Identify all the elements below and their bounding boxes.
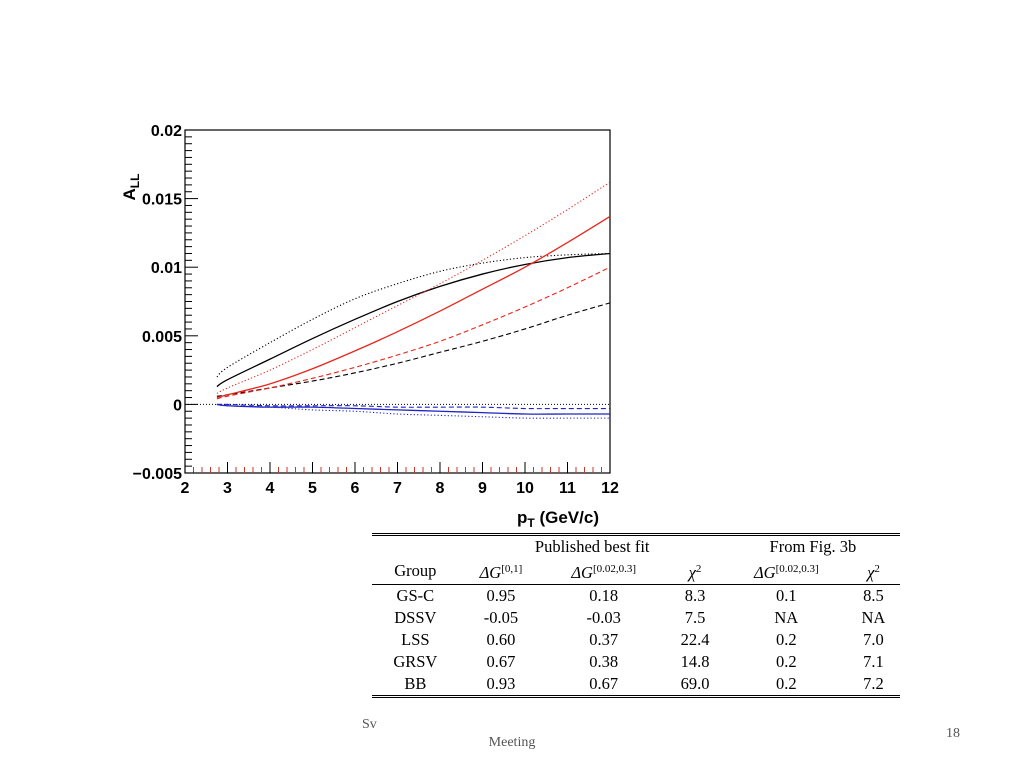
- x-tick-label: 12: [601, 480, 619, 497]
- table-row: GS-C 0.95 0.18 8.3 0.1 8.5: [372, 585, 900, 608]
- x-tick-label: 5: [308, 480, 317, 497]
- y-tick-label: 0.01: [151, 260, 182, 277]
- y-axis-title: ALL: [120, 174, 142, 201]
- table-cell: -0.03: [586, 608, 621, 627]
- table-cell: 69.0: [680, 674, 710, 693]
- table-cell: 22.4: [680, 630, 710, 649]
- table-row: GRSV 0.67 0.38 14.8 0.2 7.1: [372, 651, 900, 673]
- tick-labels: 2 3 4 5 6 7 8 9 10 11 12 −0.005 0 0.005 0.01 0.015 0.02: [133, 123, 619, 497]
- series-line-1: [216, 252, 611, 378]
- series-line-0: [216, 252, 611, 388]
- table-cell: 8.5: [863, 586, 884, 605]
- table-cell: 0.95: [486, 586, 516, 605]
- table-cell: 8.3: [684, 586, 706, 605]
- col-header-chi2: χ2: [664, 558, 726, 585]
- table-group-header-row: Published best fit From Fig. 3b: [372, 534, 900, 559]
- x-tick-label: 4: [266, 480, 275, 497]
- table-cell: GRSV: [393, 652, 438, 671]
- series-line-7: [216, 403, 610, 419]
- col-header-dg01: ΔG[0,1]: [458, 558, 544, 585]
- table-row: DSSV -0.05 -0.03 7.5 NA NA: [372, 607, 900, 629]
- col-header-fig-dg: ΔG[0.02,0.3]: [725, 558, 847, 585]
- series-line-5: [216, 266, 611, 400]
- page-number: 18: [946, 726, 960, 741]
- series-line-8: [216, 403, 610, 410]
- table-cell: 7.2: [863, 674, 884, 693]
- table-body: GS-C 0.95 0.18 8.3 0.1 8.5 DSSV -0.05 -0…: [372, 585, 900, 697]
- asymmetry-chart: 2 3 4 5 6 7 8 9 10 11 12−0.00500.0050.010.0150.02 …: [120, 123, 619, 530]
- table-row: LSS 0.60 0.37 22.4 0.2 7.0: [372, 629, 900, 651]
- x-tick-label: 6: [351, 480, 360, 497]
- table-cell: LSS: [401, 630, 430, 649]
- x-tick-label: 11: [559, 480, 576, 497]
- x-tick-label: 7: [393, 480, 402, 497]
- series-line-4: [216, 181, 611, 394]
- x-axis-title: pT (GeV/c): [517, 508, 599, 530]
- slide-footer: Sv Meeting: [362, 716, 662, 752]
- series-line-6: [216, 403, 610, 415]
- y-tick-label: −0.005: [133, 466, 182, 483]
- header-from-fig: From Fig. 3b: [769, 537, 857, 556]
- x-tick-label: 2: [181, 480, 190, 497]
- table-cell: 0.2: [776, 630, 797, 649]
- table-cell: DSSV: [394, 608, 437, 627]
- table-cell: 7.1: [863, 652, 884, 671]
- y-tick-label: 0.02: [151, 123, 182, 140]
- x-tick-label: 9: [478, 480, 487, 497]
- x-tick-label: 10: [516, 480, 534, 497]
- header-published-best-fit: Published best fit: [534, 537, 650, 556]
- table-cell: 0.67: [589, 674, 619, 693]
- table-row: BB 0.93 0.67 69.0 0.2 7.2: [372, 673, 900, 697]
- table-cell: 14.8: [680, 652, 710, 671]
- footer-line-2: Meeting: [488, 735, 536, 750]
- table-cell: NA: [774, 608, 799, 627]
- series-line-3: [216, 215, 611, 399]
- table-cell: 0.2: [776, 652, 797, 671]
- table-cell: 0.18: [589, 586, 619, 605]
- series-group: [216, 181, 611, 419]
- table-cell: 0.2: [776, 674, 797, 693]
- col-header-fig-chi2: χ2: [846, 558, 900, 585]
- table-cell: 7.0: [863, 630, 884, 649]
- y-tick-label: 0: [173, 397, 182, 414]
- table-cell: 7.5: [684, 608, 706, 627]
- table-column-header-row: Group ΔG[0,1] ΔG[0.02,0.3] χ2 ΔG[0.02,0.…: [372, 558, 900, 585]
- table-cell: 0.60: [486, 630, 516, 649]
- x-tick-label: 8: [436, 480, 445, 497]
- footer-line-1: Sv: [362, 717, 377, 732]
- table-cell: 0.38: [589, 652, 619, 671]
- col-header-group: Group: [372, 558, 459, 585]
- y-tick-label: 0.015: [142, 192, 182, 209]
- table-cell: -0.05: [483, 608, 519, 627]
- results-table: Published best fit From Fig. 3b Group ΔG…: [372, 533, 900, 698]
- table-cell: NA: [861, 608, 886, 627]
- col-header-dg0203: ΔG[0.02,0.3]: [543, 558, 665, 585]
- x-tick-label: 3: [223, 480, 232, 497]
- table-cell: 0.67: [486, 652, 516, 671]
- axis-ticks: [184, 129, 611, 474]
- table-cell: BB: [404, 674, 427, 693]
- table-cell: 0.37: [589, 630, 619, 649]
- table-cell: 0.93: [486, 674, 516, 693]
- table-cell: 0.1: [776, 586, 797, 605]
- table-cell: GS-C: [396, 586, 435, 605]
- y-tick-label: 0.005: [142, 329, 182, 346]
